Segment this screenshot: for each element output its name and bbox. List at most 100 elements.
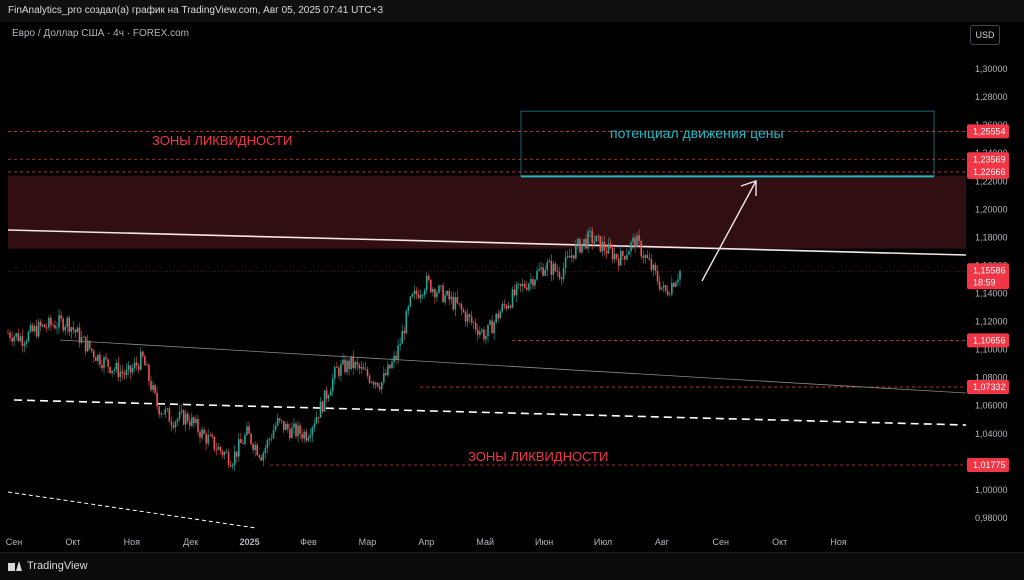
candle-body bbox=[640, 240, 642, 257]
candle-body bbox=[309, 435, 312, 438]
candle-body bbox=[440, 285, 442, 287]
x-tick-label: Сен bbox=[6, 537, 23, 547]
candle-body bbox=[376, 382, 379, 387]
candle-body bbox=[184, 413, 187, 425]
candle-body bbox=[340, 364, 342, 376]
candle-body bbox=[425, 275, 428, 291]
x-tick-label: Сен bbox=[713, 537, 730, 547]
candle-body bbox=[139, 351, 142, 370]
candle-body bbox=[278, 418, 281, 421]
candle-body bbox=[264, 447, 267, 454]
candle-body bbox=[385, 373, 387, 376]
currency-button[interactable]: USD bbox=[970, 25, 1000, 45]
x-tick-label: Апр bbox=[418, 537, 434, 547]
candle-body bbox=[360, 366, 363, 369]
candle-body bbox=[368, 376, 371, 383]
candle-body bbox=[595, 235, 598, 242]
candle-body bbox=[354, 362, 357, 369]
y-tick-label: 1,08000 bbox=[975, 373, 1008, 383]
candle-body bbox=[364, 369, 367, 371]
candle-body bbox=[474, 323, 477, 330]
candle-body bbox=[619, 250, 622, 266]
candle-body bbox=[295, 423, 297, 437]
candle-body bbox=[542, 267, 544, 276]
candle-body bbox=[483, 329, 485, 340]
candle-body bbox=[186, 413, 189, 422]
candle-body bbox=[374, 382, 377, 385]
candle-body bbox=[319, 401, 322, 418]
candle-body bbox=[144, 356, 146, 366]
candle-body bbox=[229, 464, 232, 467]
candle-body bbox=[564, 257, 567, 268]
price-level-badge bbox=[967, 458, 1009, 473]
candle-body bbox=[146, 364, 148, 366]
candle-body bbox=[107, 359, 109, 367]
candle-body bbox=[172, 425, 175, 428]
candle-body bbox=[387, 364, 389, 376]
candle-body bbox=[660, 287, 663, 290]
candle-body bbox=[276, 418, 279, 426]
candle-body bbox=[644, 255, 647, 258]
candle-body bbox=[487, 324, 489, 336]
candle-body bbox=[27, 331, 30, 342]
candle-body bbox=[419, 295, 422, 299]
candle-body bbox=[460, 304, 463, 310]
candle-body bbox=[31, 325, 34, 332]
candle-body bbox=[321, 401, 324, 412]
candle-body bbox=[105, 357, 107, 360]
candle-body bbox=[60, 315, 62, 319]
candle-body bbox=[438, 285, 440, 293]
candle-body bbox=[634, 237, 636, 248]
y-tick-label: 1,14000 bbox=[975, 289, 1008, 299]
candle-body bbox=[317, 417, 320, 419]
candle-body bbox=[442, 285, 444, 303]
price-level-badge bbox=[967, 380, 1009, 395]
candle-body bbox=[178, 411, 181, 419]
candle-body bbox=[554, 263, 557, 271]
candle-body bbox=[76, 327, 79, 333]
candle-body bbox=[158, 406, 160, 415]
candle-body bbox=[597, 235, 600, 237]
candle-body bbox=[671, 282, 673, 295]
candle-body bbox=[546, 262, 549, 270]
candle-body bbox=[268, 439, 271, 440]
candle-body bbox=[468, 314, 471, 317]
candle-body bbox=[577, 239, 579, 244]
candle-body bbox=[497, 313, 500, 319]
candle-body bbox=[677, 279, 679, 283]
candle-body bbox=[303, 431, 305, 439]
x-tick-label: Ноя bbox=[124, 537, 141, 547]
candle-body bbox=[511, 289, 514, 308]
candle-body bbox=[72, 327, 75, 330]
candle-body bbox=[282, 421, 285, 431]
tradingview-logo[interactable]: TradingView bbox=[8, 560, 88, 572]
y-tick-label: 0,98000 bbox=[975, 513, 1008, 523]
candle-body bbox=[176, 418, 179, 422]
candle-body bbox=[454, 296, 457, 310]
candle-body bbox=[417, 294, 420, 299]
candle-body bbox=[579, 239, 581, 253]
candle-body bbox=[162, 413, 165, 415]
candle-body bbox=[248, 426, 250, 434]
candle-body bbox=[630, 242, 632, 252]
x-tick-label: Ноя bbox=[830, 537, 847, 547]
candle-body bbox=[43, 324, 46, 328]
candle-body bbox=[291, 427, 293, 439]
candle-body bbox=[152, 385, 154, 390]
candle-body bbox=[70, 327, 73, 332]
candle-body bbox=[362, 366, 365, 370]
candle-body bbox=[544, 269, 546, 276]
candle-body bbox=[352, 356, 354, 369]
candle-body bbox=[413, 290, 416, 294]
candle-body bbox=[117, 362, 120, 377]
candle-body bbox=[575, 243, 577, 259]
x-tick-label: Июн bbox=[535, 537, 553, 547]
candle-body bbox=[338, 367, 340, 376]
candle-body bbox=[550, 260, 553, 275]
candle-body bbox=[536, 270, 538, 280]
candle-body bbox=[501, 304, 504, 312]
candle-body bbox=[556, 270, 559, 273]
candle-body bbox=[50, 317, 52, 325]
x-tick-label: 2025 bbox=[240, 537, 260, 547]
